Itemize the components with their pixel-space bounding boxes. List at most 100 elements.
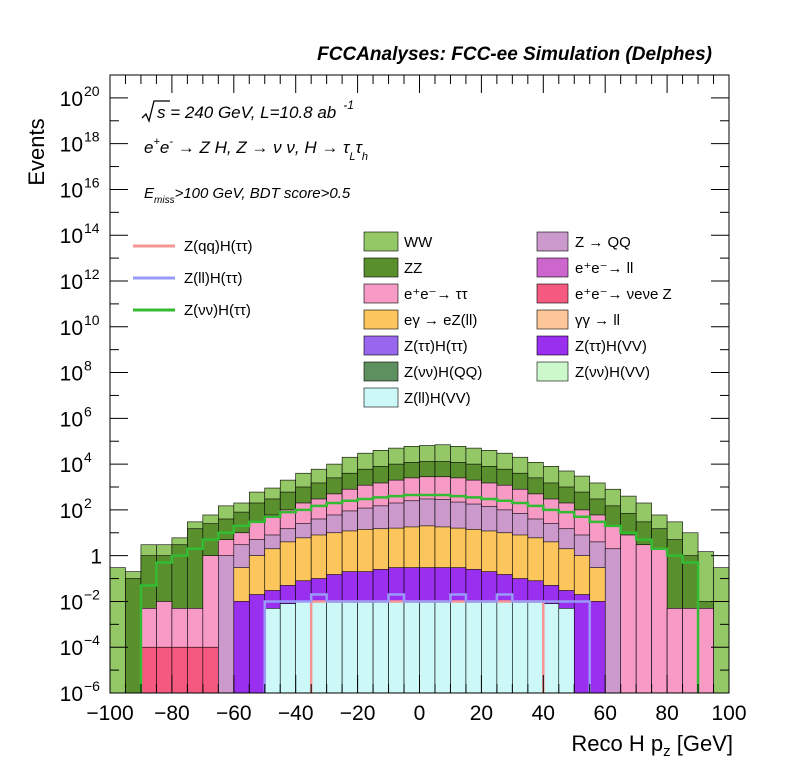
- y-tick-label-10: 10: [60, 225, 83, 248]
- bar-7-16: [512, 601, 529, 694]
- bar-2-34: [666, 608, 683, 694]
- x-tick-label-6: 20: [470, 702, 493, 725]
- bar-7-18: [542, 603, 560, 694]
- overlay-line-2: [139, 493, 700, 693]
- legend-label-mid-2: e⁺e⁻→ ττ: [404, 286, 468, 303]
- legend-swatch-right-3: [536, 309, 569, 330]
- bar-7-8: [388, 601, 405, 694]
- legend-swatch-right-2: [536, 283, 569, 304]
- bar-7-19: [558, 608, 575, 694]
- y-tick-label-0: 10: [60, 683, 83, 706]
- legend-swatch-right-1: [536, 257, 569, 278]
- bar-6-1: [248, 594, 266, 694]
- x-tick-label-8: 60: [594, 702, 617, 725]
- legend-label-right-3: γγ → ll: [575, 312, 620, 329]
- bar-7-10: [419, 601, 436, 694]
- y-tick-exp-11: 16: [84, 174, 100, 190]
- y-tick-label-7: 10: [60, 363, 83, 386]
- y-tick-exp-0: −6: [84, 678, 100, 694]
- legend-label-left-0: Z(qq)H(ττ): [184, 238, 253, 255]
- y-tick-exp-5: 4: [84, 449, 92, 465]
- y-tick-label-8: 10: [60, 317, 83, 340]
- x-tick-label-1: −80: [154, 702, 190, 725]
- bar-7-4: [326, 601, 343, 694]
- legend-label-mid-5: Z(νν)H(QQ): [404, 364, 482, 381]
- bar-3-1: [156, 646, 173, 694]
- bar-6-0: [233, 601, 250, 694]
- bar-6-22: [573, 594, 591, 694]
- legend-label-right-5: Z(νν)H(VV): [575, 364, 650, 381]
- bar-4-25: [604, 548, 621, 694]
- legend-swatch-mid-0: [363, 231, 399, 252]
- bar-7-17: [527, 601, 544, 694]
- annotation-process: e+e- → Z H, Z → ν ν, H → τLτh: [144, 136, 368, 163]
- bar-3-0: [140, 646, 157, 694]
- bar-7-13: [465, 601, 482, 694]
- histogram-bars: [109, 444, 730, 694]
- x-tick-label-5: 0: [414, 702, 426, 725]
- legend-label-right-0: Z → QQ: [575, 234, 631, 251]
- y-tick-exp-4: 2: [84, 495, 92, 511]
- bar-7-11: [434, 601, 451, 694]
- bar-7-15: [496, 601, 513, 694]
- y-tick-label-2: 10: [60, 591, 83, 614]
- bar-7-7: [372, 601, 389, 694]
- legend-swatch-right-4: [536, 335, 569, 356]
- bar-2-36: [697, 608, 714, 694]
- annotation-selection: Emiss>100 GeV, BDT score>0.5: [144, 185, 351, 206]
- y-tick-exp-13: 20: [84, 83, 100, 99]
- y-tick-exp-6: 6: [84, 403, 92, 419]
- bar-0-39: [713, 567, 730, 694]
- bar-7-1: [279, 603, 297, 694]
- legend-label-mid-3: eγ → eZ(ll): [404, 312, 477, 329]
- legend-label-right-1: e⁺e⁻→ ll: [575, 260, 633, 277]
- y-tick-label-1: 10: [60, 637, 83, 660]
- y-tick-label-13: 10: [60, 88, 83, 111]
- x-tick-label-7: 40: [532, 702, 555, 725]
- bar-3-2: [171, 646, 188, 694]
- y-tick-exp-8: 10: [84, 312, 100, 328]
- y-tick-label-11: 10: [60, 179, 83, 202]
- legend-swatch-mid-2: [363, 283, 399, 304]
- legend-label-right-2: e⁺e⁻→ νeνe Z: [575, 286, 672, 303]
- chart-title: FCCAnalyses: FCC-ee Simulation (Delphes): [317, 44, 712, 65]
- legend-swatch-right-0: [536, 231, 569, 252]
- bar-1-0: [125, 578, 142, 694]
- bar-7-12: [450, 601, 467, 694]
- legend-label-mid-6: Z(ll)H(VV): [404, 390, 471, 407]
- y-tick-exp-10: 14: [84, 220, 100, 236]
- y-tick-exp-12: 18: [84, 129, 100, 145]
- bar-7-2: [295, 601, 312, 694]
- y-tick-exp-1: −4: [84, 632, 100, 648]
- legend-label-right-4: Z(ττ)H(VV): [575, 338, 647, 355]
- bar-2-32: [635, 544, 652, 694]
- bar-7-5: [341, 601, 358, 694]
- legend-swatch-mid-6: [363, 387, 399, 408]
- x-axis-label: Reco H pz [GeV]: [571, 731, 733, 760]
- y-tick-label-3: 1: [90, 546, 102, 569]
- svg-text:s = 240 GeV, L=10.8 ab-1: s = 240 GeV, L=10.8 ab -1: [157, 98, 354, 122]
- y-axis-label: Events: [24, 118, 49, 185]
- x-tick-label-9: 80: [655, 702, 678, 725]
- y-tick-label-5: 10: [60, 454, 83, 477]
- legend-swatch-mid-4: [363, 335, 399, 356]
- bar-7-14: [481, 601, 498, 694]
- legend-label-mid-1: ZZ: [404, 260, 422, 277]
- bar-7-3: [310, 601, 327, 694]
- bar-7-0: [264, 608, 281, 694]
- bar-7-6: [357, 601, 374, 694]
- bar-7-9: [403, 601, 420, 694]
- legend-label-left-2: Z(νν)H(ττ): [184, 302, 251, 319]
- signal-overlays: [139, 493, 700, 693]
- x-tick-label-10: 100: [711, 702, 746, 725]
- bar-6-23: [589, 601, 606, 694]
- legend-swatch-mid-3: [363, 309, 399, 330]
- bar-2-33: [651, 548, 668, 694]
- legend: Z(qq)H(ττ) Z(ll)H(ττ) Z(νν)H(ττ) WW ZZ e⁺e⁻→ …: [133, 231, 672, 408]
- x-tick-label-2: −60: [216, 702, 252, 725]
- x-tick-label-3: −40: [278, 702, 314, 725]
- y-tick-exp-7: 8: [84, 358, 92, 374]
- y-tick-label-4: 10: [60, 500, 83, 523]
